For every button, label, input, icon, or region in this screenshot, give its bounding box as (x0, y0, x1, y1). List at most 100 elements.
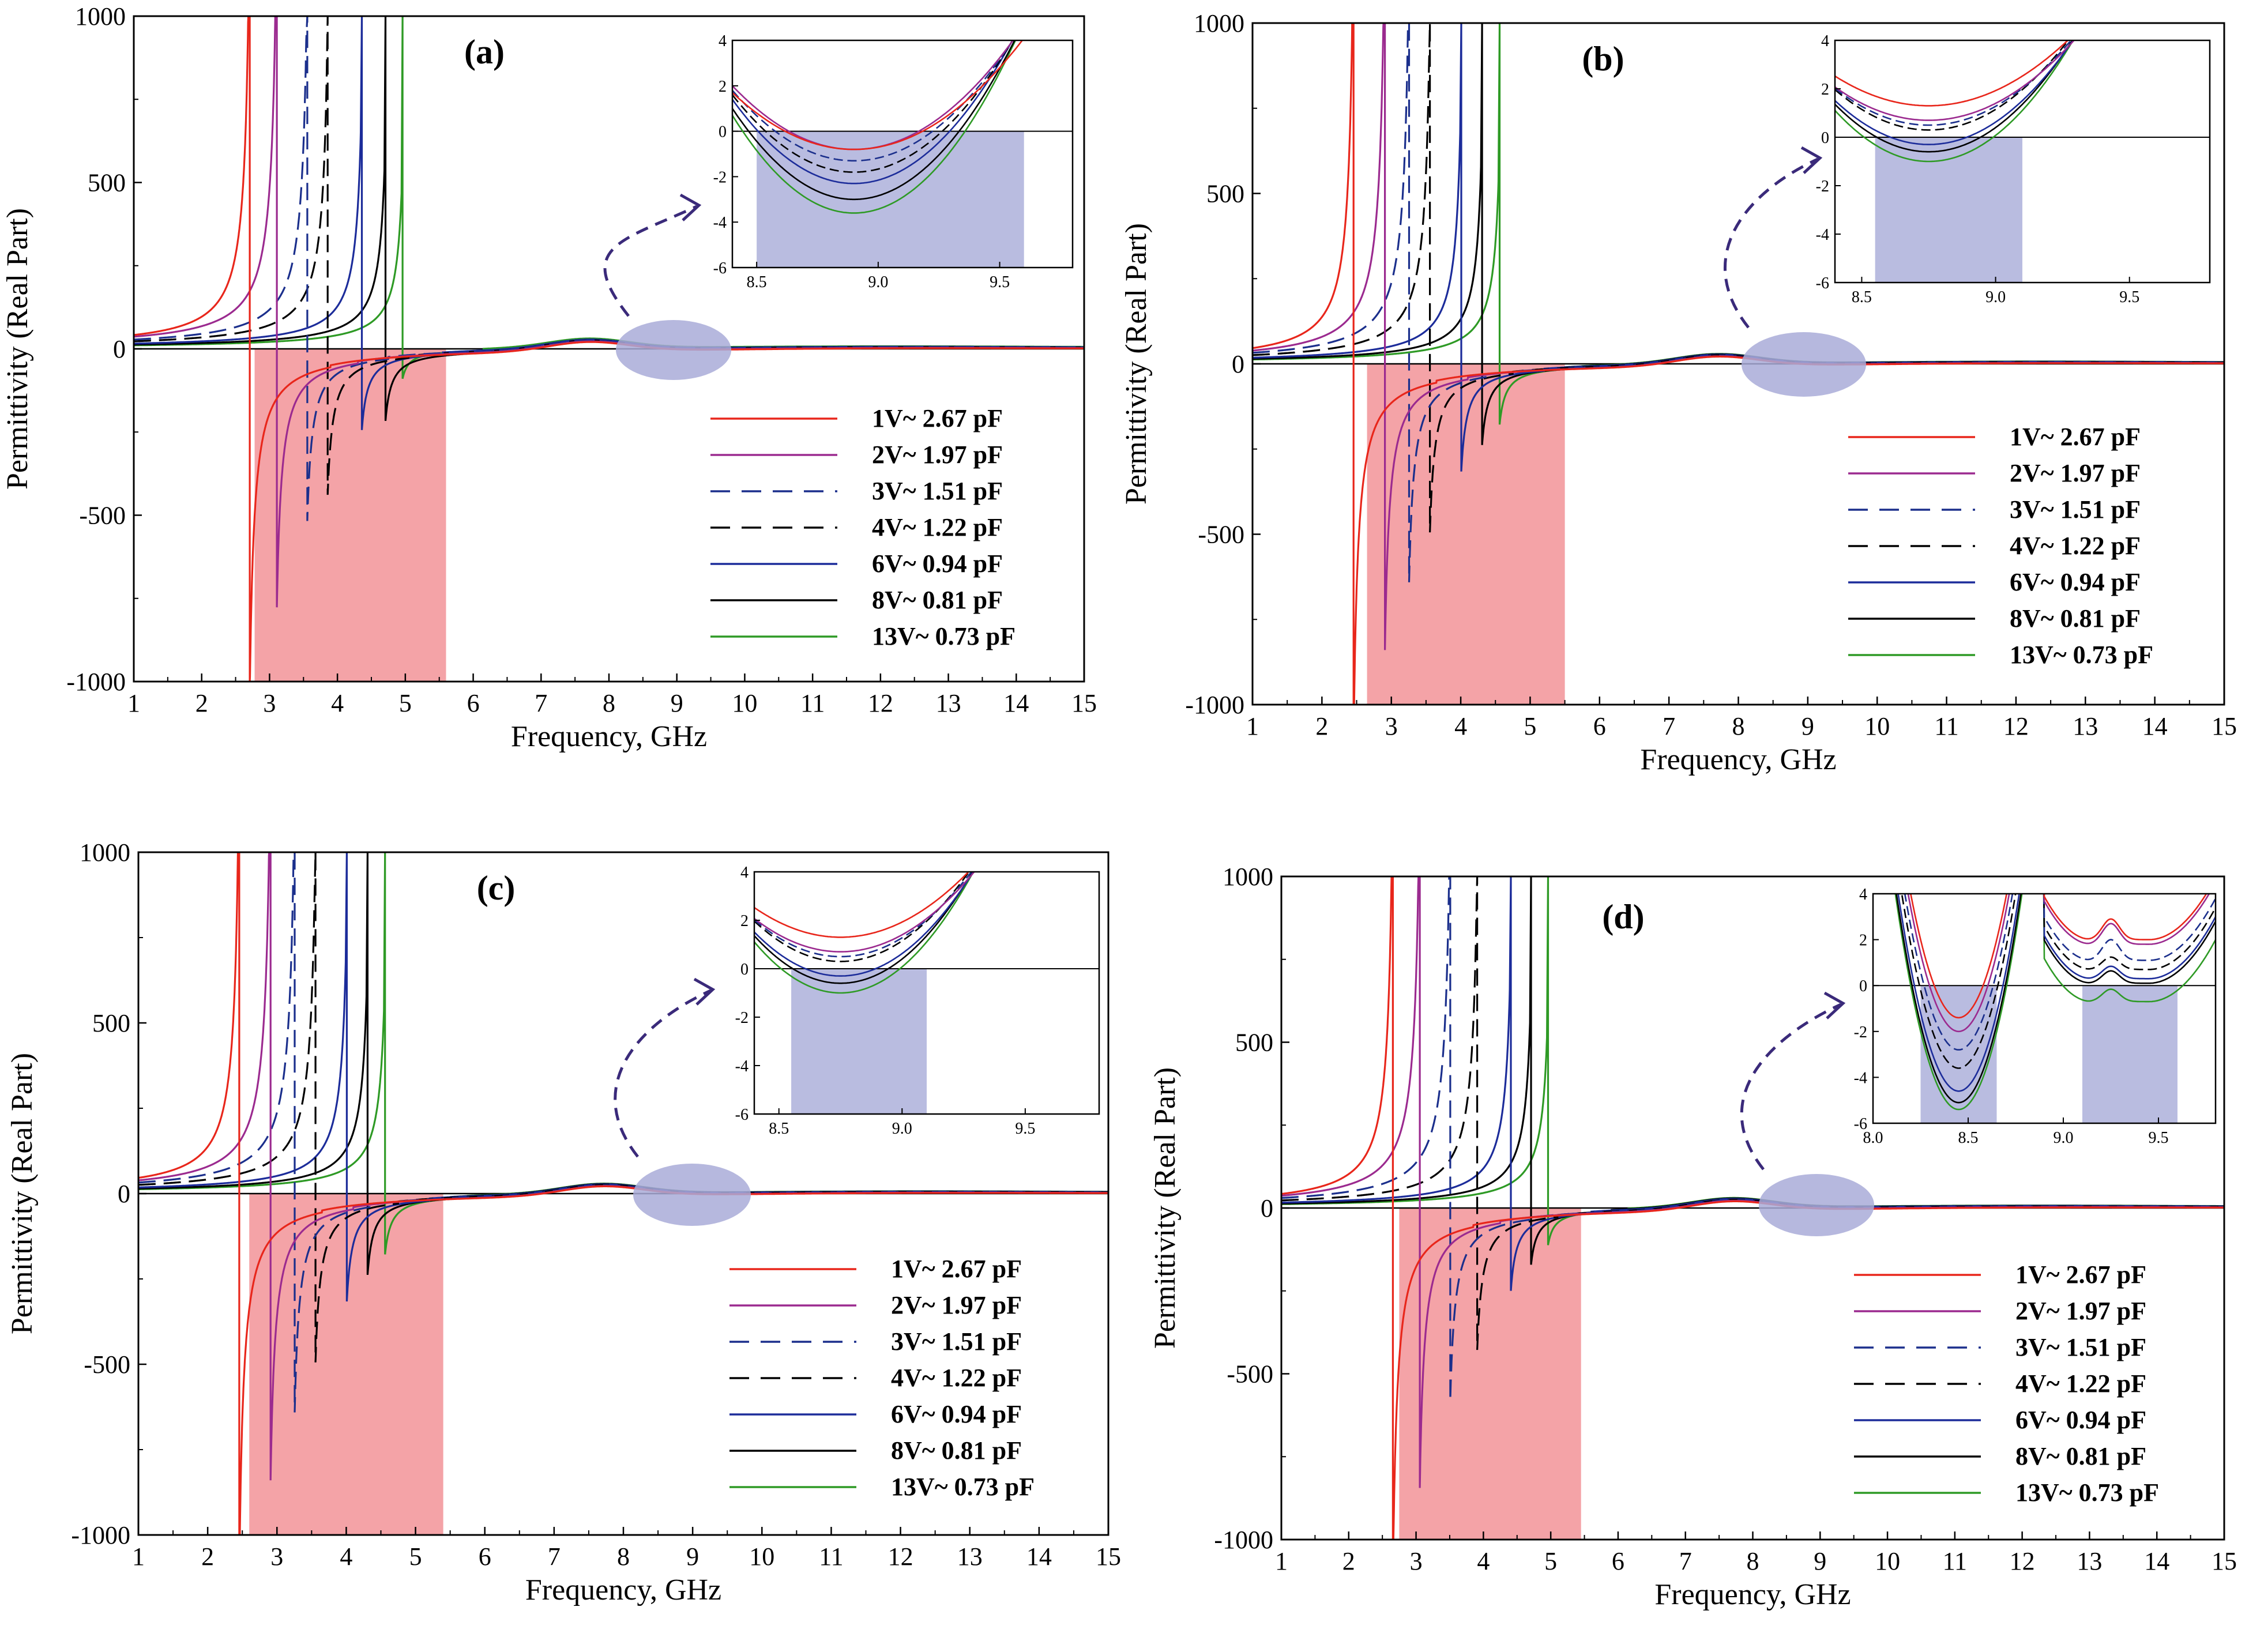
inset-series-5 (732, 40, 1014, 185)
x-tick-label: 12 (888, 1542, 913, 1571)
inset-series-6 (1835, 40, 2073, 153)
x-tick-label: 11 (1943, 1547, 1967, 1575)
inset-band-2 (2082, 985, 2177, 1123)
legend-entry-1: 1V~ 2.67 pF (2015, 1260, 2146, 1289)
x-tick-label: 13 (2073, 712, 2098, 740)
legend-entry-4: 4V~ 1.22 pF (2010, 532, 2141, 560)
legend-entry-3: 3V~ 1.51 pF (872, 477, 1003, 505)
x-tick-label: 3 (263, 689, 276, 717)
inset-series-7 (732, 40, 1017, 214)
inset-y-tick-label: 4 (719, 32, 727, 50)
x-tick-label: 6 (467, 689, 480, 717)
zoom-arrow-head (693, 977, 716, 1006)
x-tick-label: 10 (1864, 712, 1890, 740)
inset-series-2 (1835, 40, 2075, 121)
y-tick-label: 0 (1261, 1194, 1273, 1222)
series-line-1 (134, 16, 1084, 682)
inset-chart: 8.5 9.0 9.5 -6 -4 -2 0 2 4 (713, 32, 1074, 291)
legend: 1V~ 2.67 pF 2V~ 1.97 pF 3V~ 1.51 pF 4V~ 1.2… (1848, 423, 2153, 669)
inset-frame (1834, 39, 2211, 284)
series-curves (1281, 876, 2224, 1540)
highlight-ellipse (616, 320, 731, 380)
legend-entry-2: 2V~ 1.97 pF (2010, 459, 2141, 487)
highlight-ellipse (1759, 1174, 1874, 1236)
zoom-arrow-head (1800, 146, 1823, 174)
inset-frame (1872, 893, 2217, 1124)
series-curves (138, 852, 1108, 1535)
chart-panel-1: 1 2 3 4 5 6 7 8 9 10 11 12 13 14 15-1000-50005001000Fr… (1, 2, 1097, 753)
legend-entry-7: 13V~ 0.73 pF (891, 1473, 1035, 1501)
x-tick-label: 7 (1679, 1547, 1692, 1575)
x-tick-label: 10 (732, 689, 757, 717)
legend-entry-3: 3V~ 1.51 pF (891, 1327, 1022, 1356)
panel-label: (a) (464, 33, 505, 71)
inset-x-tick-label: 9.5 (990, 273, 1010, 291)
legend-entry-7: 13V~ 0.73 pF (2015, 1478, 2159, 1507)
inset-series-4 (754, 872, 970, 962)
inset-band-1 (791, 969, 927, 1114)
inset-y-tick-label: -6 (1854, 1115, 1867, 1133)
x-tick-label: 6 (1612, 1547, 1624, 1575)
panel-label: (d) (1602, 898, 1644, 936)
legend-entry-4: 4V~ 1.22 pF (872, 513, 1003, 541)
x-tick-label: 9 (1814, 1547, 1826, 1575)
inset-x-tick-label: 8.5 (1852, 288, 1872, 306)
inset-series-4 (732, 40, 1014, 173)
legend-entry-1: 1V~ 2.67 pF (872, 404, 1003, 432)
inset-x-tick-label: 9.0 (892, 1120, 912, 1138)
legend-entry-3: 3V~ 1.51 pF (2015, 1333, 2146, 1361)
inset-y-tick-label: -2 (1854, 1023, 1867, 1041)
legend-entry-1: 1V~ 2.67 pF (891, 1255, 1022, 1283)
y-tick-label: 500 (1235, 1029, 1273, 1057)
x-axis-title: Frequency, GHz (1654, 1578, 1851, 1611)
x-tick-label: 7 (548, 1542, 561, 1571)
x-tick-label: 9 (686, 1542, 699, 1571)
inset-series-4 (1835, 40, 2070, 131)
inset-series-3 (1904, 894, 2216, 1051)
inset-series-5 (1835, 40, 2074, 145)
x-tick-label: 4 (1454, 712, 1467, 740)
chart-panel-3: 1 2 3 4 5 6 7 8 9 10 11 12 13 14 15-1000-50005001000Fr… (6, 838, 1121, 1606)
legend-entry-7: 13V~ 0.73 pF (2010, 641, 2153, 669)
legend-entry-5: 6V~ 0.94 pF (872, 550, 1003, 578)
x-tick-label: 4 (340, 1542, 352, 1571)
x-tick-label: 1 (1275, 1547, 1288, 1575)
x-tick-label: 11 (800, 689, 825, 717)
inset-series-2 (754, 872, 976, 953)
x-tick-label: 15 (2212, 712, 2237, 740)
x-tick-label: 1 (127, 689, 140, 717)
chart-panel-2: 1 2 3 4 5 6 7 8 9 10 11 12 13 14 15-1000-50005001000Fr… (1120, 9, 2237, 776)
inset-y-tick-label: 0 (719, 123, 727, 141)
inset-series-2 (732, 40, 1014, 150)
x-tick-label: 10 (1875, 1547, 1900, 1575)
inset-y-tick-label: -6 (713, 259, 727, 277)
inset-y-tick-label: 0 (740, 961, 749, 979)
inset-y-tick-label: -2 (1816, 178, 1829, 195)
highlight-ellipse (633, 1164, 751, 1226)
inset-series-7 (754, 872, 975, 994)
inset-x-tick-label: 9.5 (2119, 288, 2139, 306)
inset-x-tick-label: 9.5 (1015, 1120, 1035, 1138)
x-tick-label: 2 (1315, 712, 1328, 740)
inset-y-tick-label: -4 (1816, 226, 1829, 244)
legend-entry-4: 4V~ 1.22 pF (2015, 1369, 2146, 1398)
x-axis-title: Frequency, GHz (511, 720, 707, 753)
inset-chart: 8.5 9.0 9.5 -6 -4 -2 0 2 4 (735, 864, 1100, 1138)
x-tick-label: 2 (195, 689, 208, 717)
zoom-arrow (614, 989, 712, 1158)
inset-y-tick-label: -2 (713, 168, 727, 186)
legend-entry-2: 2V~ 1.97 pF (2015, 1297, 2146, 1325)
x-tick-label: 3 (1410, 1547, 1423, 1575)
inset-frame (731, 39, 1074, 269)
inset-y-tick-label: -4 (713, 214, 727, 232)
x-axis-title: Frequency, GHz (1640, 743, 1836, 776)
x-tick-label: 14 (1026, 1542, 1052, 1571)
x-tick-label: 13 (957, 1542, 983, 1571)
x-axis-title: Frequency, GHz (525, 1574, 721, 1606)
inset-series-3 (1835, 40, 2072, 126)
y-tick-label: 1000 (75, 2, 126, 31)
highlight-ellipse (1742, 332, 1866, 397)
inset-curves (1835, 40, 2075, 163)
series-curves (134, 16, 1084, 682)
x-tick-label: 1 (132, 1542, 145, 1571)
